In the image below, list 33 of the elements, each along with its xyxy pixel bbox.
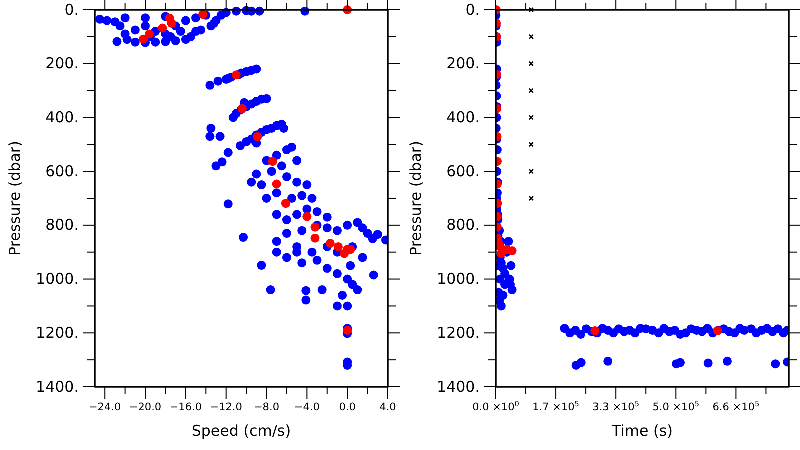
y-tick-label: 800. [46, 216, 79, 234]
y-tick-label: 800. [446, 216, 480, 234]
x-tick-label: −8.0 [254, 401, 280, 414]
x-tick-label: 4.0 [380, 401, 396, 414]
y-tick-label: 1400. [437, 378, 480, 396]
y-tick-label: 200. [446, 54, 480, 73]
x-axis-title: Time (s) [611, 422, 673, 440]
y-tick-label: 400. [46, 108, 79, 127]
y-tick-label: 600. [446, 162, 480, 180]
y-tick-label: 0. [466, 0, 480, 19]
x-tick-label: −4.0 [294, 401, 320, 414]
x-tick-label: 5.0 ×10$^{5}$ [652, 398, 700, 414]
x-tick-label: −20.0 [129, 401, 162, 414]
x-tick-label: −12.0 [210, 401, 242, 414]
y-axis-title: Pressure (dbar) [407, 141, 425, 256]
y-tick-label: 1000. [36, 270, 79, 288]
x-tick-label: −24.0 [89, 401, 122, 414]
y-tick-label: 0. [64, 0, 79, 19]
y-tick-label: 1400. [36, 378, 79, 396]
y-axis-title: Pressure (dbar) [6, 141, 24, 256]
y-tick-label: 1000. [437, 270, 480, 288]
y-tick-label: 600. [46, 162, 79, 180]
x-tick-label: 0.0 [339, 401, 356, 414]
y-tick-label: 1200. [437, 324, 480, 342]
x-tick-label: 6.6 ×10$^{5}$ [712, 398, 760, 414]
x-tick-label: −16.0 [170, 401, 202, 414]
x-tick-label: 3.3 ×10$^{5}$ [592, 398, 640, 414]
y-tick-label: 1200. [36, 324, 79, 342]
x-tick-label: 0.0 ×10$^{0}$ [472, 398, 520, 414]
y-tick-label: 400. [446, 108, 480, 127]
y-tick-label: 200. [46, 54, 79, 73]
x-axis-title: Speed (cm/s) [192, 422, 292, 440]
x-tick-label: 1.7 ×10$^{5}$ [532, 398, 580, 414]
